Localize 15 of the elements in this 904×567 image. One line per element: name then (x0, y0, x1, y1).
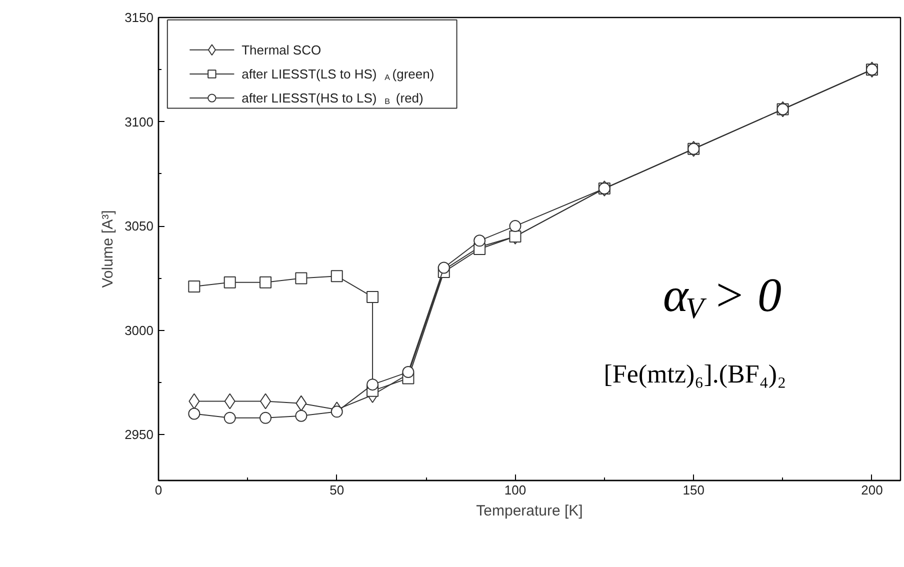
x-tick-label: 100 (504, 482, 526, 498)
legend-label: Thermal SCO (242, 42, 322, 58)
y-tick-label: 3150 (124, 10, 154, 25)
x-tick-label: 0 (154, 482, 162, 498)
y-tick-label: 3050 (124, 218, 154, 234)
y-tick-label: 3000 (124, 322, 154, 338)
y-tick-label: 3100 (124, 114, 154, 130)
legend-label: after LIESST(HS to LS)B (red) (242, 90, 424, 106)
y-axis-title: Volume [A³] (100, 210, 117, 288)
x-tick-label: 150 (682, 482, 704, 498)
x-tick-label: 200 (861, 482, 883, 498)
x-tick-label: 50 (330, 482, 344, 498)
annotation: [Fe(mtz)₆].(BF₄)₂ (604, 360, 786, 389)
y-tick-label: 2950 (124, 427, 154, 442)
x-axis-title: Temperature [K] (476, 502, 583, 520)
